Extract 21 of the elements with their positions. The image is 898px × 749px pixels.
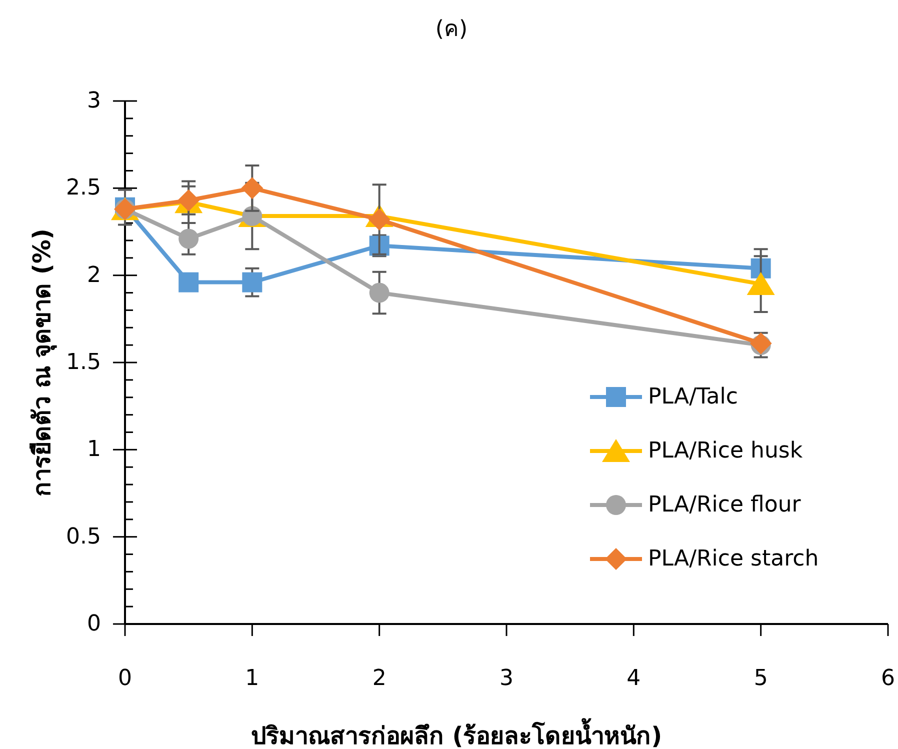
legend-label: PLA/Rice flour (648, 492, 802, 518)
y-tick-label: 1.5 (66, 350, 101, 375)
legend-label: PLA/Talc (648, 384, 738, 410)
x-axis-title: ปริมาณสารก่อผลึก (ร้อยละโดยน้ำหนัก) (250, 717, 662, 749)
y-tick-label: 1 (87, 437, 101, 462)
chart-title: (ค) (435, 17, 468, 42)
y-tick-label: 2.5 (66, 176, 101, 201)
x-tick-label: 4 (626, 666, 641, 691)
x-tick-label: 2 (372, 666, 386, 691)
x-tick-label: 1 (245, 666, 260, 691)
y-axis-title: การยืดตัว ณ จุดขาด (%) (28, 228, 58, 497)
x-tick-label: 5 (754, 666, 768, 691)
y-tick-label: 2 (87, 262, 101, 288)
x-tick-label: 6 (881, 666, 895, 691)
y-tick-label: 3 (87, 88, 101, 114)
x-tick-label: 3 (500, 666, 514, 691)
legend-label: PLA/Rice husk (648, 438, 803, 464)
y-tick-label: 0 (87, 612, 101, 636)
y-tick-label: 0.5 (66, 524, 101, 550)
legend-label: PLA/Rice starch (648, 546, 819, 572)
x-tick-label: 0 (118, 666, 132, 691)
